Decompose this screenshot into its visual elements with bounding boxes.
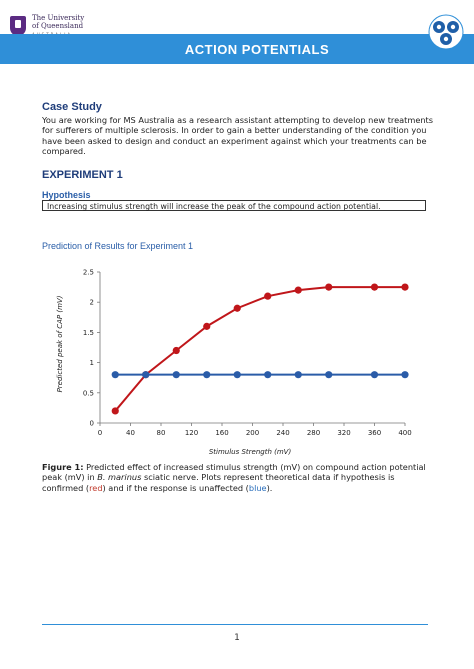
caption-text-3: ) and if the response is unaffected ( (102, 482, 249, 493)
series-1-point (172, 346, 180, 355)
series-2-point (233, 371, 241, 379)
figure-caption: Figure 1: Predicted effect of increased … (42, 462, 434, 493)
caption-blue-word: blue (248, 482, 267, 493)
header-bar: ACTION POTENTIALS (0, 34, 474, 64)
series-2-point (172, 371, 180, 379)
x-tick-label: 40 (126, 429, 135, 437)
chart-axes (99, 272, 405, 424)
series-2-point (111, 371, 119, 379)
y-tick-label: 0.5 (83, 389, 94, 397)
page-title: ACTION POTENTIALS (184, 41, 330, 57)
series-2-point (264, 371, 272, 379)
crest-icon (10, 16, 26, 36)
molecule-badge-icon (428, 14, 464, 50)
hypothesis-heading: Hypothesis (42, 190, 91, 200)
series-line-1 (114, 286, 405, 412)
chart-svg: 0 0.5 1 1.5 2 2.5 0 40 80 120 160 200 240 280 320 360 40… (56, 269, 412, 457)
x-tick-label: 400 (398, 429, 411, 437)
caption-text-4: ). (266, 482, 273, 493)
university-name: The University of Queensland (32, 14, 85, 30)
footer-divider (42, 624, 428, 625)
series-1-point (264, 292, 272, 300)
series-1-point (370, 283, 379, 291)
series-2-point (325, 371, 333, 379)
series-1-point (233, 304, 241, 312)
series-1-point (294, 286, 302, 294)
series-1-point (111, 407, 119, 415)
chart-series (111, 283, 409, 415)
x-tick-label: 200 (246, 429, 259, 437)
prediction-chart: 0 0.5 1 1.5 2 2.5 0 40 80 120 160 200 240 280 320 360 40… (52, 262, 422, 460)
caption-text-2: sciatic nerve. Plots represent theoretic… (42, 472, 395, 493)
y-tick-label: 2.5 (83, 269, 94, 277)
caption-red-word: red (89, 482, 103, 493)
series-2-point (294, 371, 302, 379)
x-tick-label: 280 (307, 429, 320, 437)
y-tick-label: 1 (90, 359, 94, 367)
hypothesis-box: Increasing stimulus strength will increa… (42, 200, 426, 211)
caption-species: B. marinus (97, 472, 142, 483)
x-tick-label: 120 (185, 429, 198, 437)
y-tick-label: 1.5 (83, 329, 94, 337)
series-2-point (142, 371, 150, 379)
figure-label: Figure 1: (42, 462, 84, 472)
x-tick-label: 0 (98, 429, 102, 437)
case-study-heading: Case Study (42, 101, 102, 113)
prediction-heading: Prediction of Results for Experiment 1 (42, 241, 194, 251)
series-2-point (401, 371, 409, 379)
x-tick-label: 360 (368, 429, 381, 437)
series-2-point (203, 371, 211, 379)
series-1-point (401, 283, 409, 291)
experiment-heading: EXPERIMENT 1 (42, 169, 123, 181)
series-1-point (325, 283, 333, 291)
x-tick-label: 320 (337, 429, 350, 437)
page-number: 1 (234, 633, 240, 643)
series-1-point (203, 322, 211, 330)
y-tick-label: 2 (90, 299, 94, 307)
x-tick-label: 240 (276, 429, 289, 437)
caption-text-1: Predicted effect of increased stimulus s… (42, 462, 426, 483)
y-tick-label: 0 (90, 420, 94, 428)
x-axis-label: Stimulus Strength (mV) (209, 448, 292, 456)
case-study-body: You are working for MS Australia as a re… (42, 115, 434, 156)
series-2-point (370, 371, 379, 379)
x-tick-label: 80 (157, 429, 166, 437)
chart-ticks: 0 0.5 1 1.5 2 2.5 0 40 80 120 160 200 240 280 320 360 40… (83, 269, 412, 438)
y-axis-label: Predicted peak of CAP (mV) (56, 295, 64, 392)
x-tick-label: 160 (215, 429, 228, 437)
